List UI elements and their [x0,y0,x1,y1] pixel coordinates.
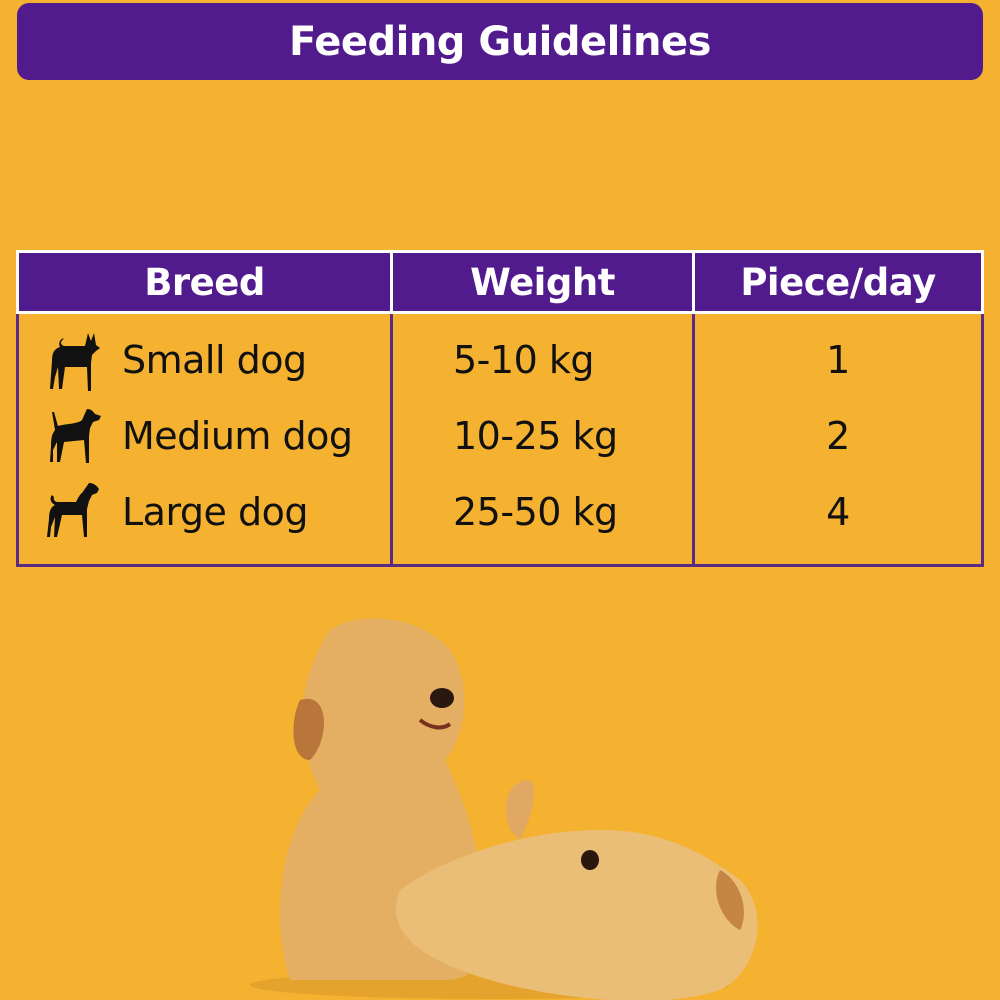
large-dog-silhouette-icon [47,483,99,537]
medium-dog-silhouette-icon [50,409,101,463]
feeding-table: Breed Weight Piece/day Small dog Medium … [16,250,984,568]
weight-small: 5-10 kg [453,338,594,382]
pieces-large: 4 [826,490,850,534]
puppies-image [250,618,758,1000]
weight-medium: 10-25 kg [453,414,618,458]
weight-large: 25-50 kg [453,490,618,534]
header-pieces: Piece/day [692,250,984,314]
weight-column: 5-10 kg 10-25 kg 25-50 kg [390,314,695,567]
pieces-medium: 2 [826,414,850,458]
breed-small: Small dog [122,338,307,382]
pieces-small: 1 [826,338,850,382]
small-dog-silhouette-icon [50,333,100,391]
breed-medium: Medium dog [122,414,353,458]
breed-column: Small dog Medium dog Large dog [16,314,393,567]
page-title: Feeding Guidelines [289,18,711,65]
header-breed: Breed [16,250,393,314]
header-weight: Weight [390,250,695,314]
breed-large: Large dog [122,490,308,534]
pieces-column: 1 2 4 [692,314,984,567]
title-banner: Feeding Guidelines [17,3,983,80]
